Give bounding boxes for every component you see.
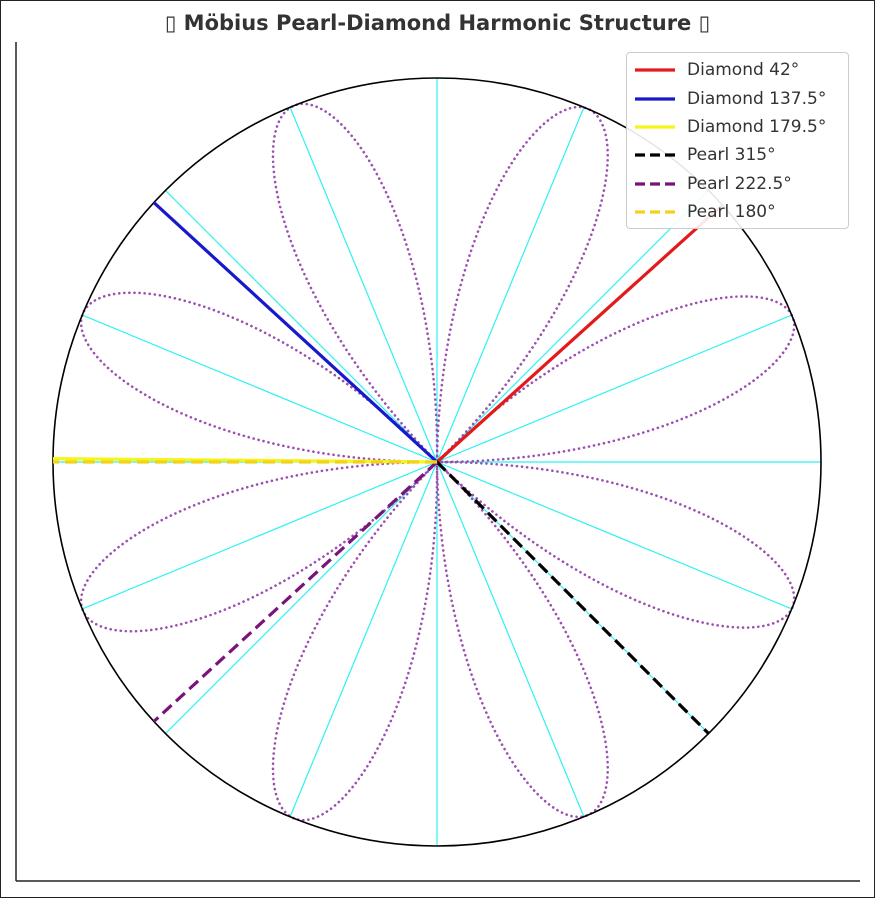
legend-item: Diamond 42° — [633, 56, 842, 84]
cyan-ray — [165, 190, 438, 463]
legend-item: Pearl 180° — [633, 198, 842, 226]
legend-label: Pearl 180° — [687, 202, 776, 223]
cyan-ray — [289, 107, 438, 463]
legend-label: Diamond 179.5° — [687, 116, 827, 137]
legend-swatch — [635, 68, 675, 72]
harmonic-line-1 — [152, 201, 439, 464]
legend-label: Diamond 137.5° — [687, 88, 827, 109]
cyan-ray — [289, 461, 438, 817]
cyan-ray — [82, 314, 438, 463]
harmonic-line-0 — [435, 203, 724, 464]
legend-label: Diamond 42° — [687, 60, 800, 81]
legend-item: Pearl 222.5° — [633, 170, 842, 198]
cyan-ray — [436, 461, 585, 817]
legend-swatch — [635, 125, 675, 129]
cyan-ray — [436, 107, 585, 463]
cyan-ray — [436, 190, 709, 463]
cyan-ray — [436, 461, 792, 610]
legend-swatch — [635, 182, 675, 186]
cyan-ray — [436, 314, 792, 463]
legend-item: Diamond 179.5° — [633, 113, 842, 141]
legend-swatch — [635, 210, 675, 214]
harmonic-line-4 — [152, 460, 439, 723]
chart-title: ▯ Möbius Pearl-Diamond Harmonic Structur… — [164, 11, 711, 35]
legend-swatch — [635, 96, 675, 101]
legend-item: Diamond 137.5° — [633, 84, 842, 112]
cyan-rays — [53, 78, 821, 846]
cyan-ray — [165, 461, 438, 734]
legend-item: Pearl 315° — [633, 141, 842, 169]
harmonic-lines — [53, 201, 724, 735]
legend-swatch — [635, 153, 675, 157]
legend: Diamond 42° Diamond 137.5° Diamond 179.5° P… — [626, 52, 849, 229]
legend-label: Pearl 315° — [687, 145, 776, 166]
legend-label: Pearl 222.5° — [687, 173, 792, 194]
harmonic-line-3 — [435, 460, 710, 735]
cyan-ray — [82, 461, 438, 610]
